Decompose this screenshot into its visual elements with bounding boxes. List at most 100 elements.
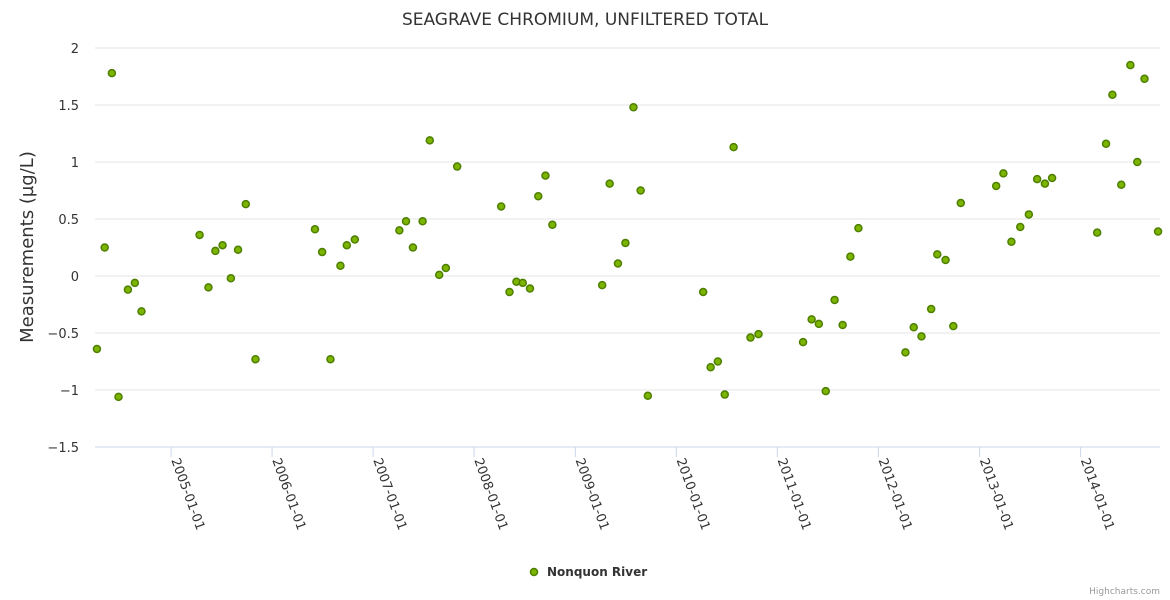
data-point[interactable] <box>1040 179 1050 188</box>
data-point[interactable] <box>754 329 763 339</box>
data-point[interactable] <box>1024 210 1034 219</box>
data-point[interactable] <box>999 169 1008 178</box>
data-point[interactable] <box>636 186 645 195</box>
data-point[interactable] <box>597 280 607 290</box>
data-point[interactable] <box>425 136 435 145</box>
data-point[interactable] <box>621 238 630 248</box>
y-tick-label: 1.5 <box>58 99 79 114</box>
data-point[interactable] <box>933 250 942 259</box>
data-point[interactable] <box>814 319 824 329</box>
data-point[interactable] <box>1047 173 1057 183</box>
data-point[interactable] <box>326 354 335 364</box>
data-point[interactable] <box>901 348 910 357</box>
data-point[interactable] <box>395 226 404 235</box>
data-point[interactable] <box>643 391 653 400</box>
data-point[interactable] <box>1092 228 1102 237</box>
data-point[interactable] <box>956 198 966 208</box>
data-point[interactable] <box>838 320 847 330</box>
data-point[interactable] <box>729 142 738 152</box>
y-axis: 2 1.5 1 0.5 0 −0.5 −1 −1.5 <box>47 42 79 456</box>
data-point[interactable] <box>706 362 715 372</box>
data-point[interactable] <box>505 287 514 297</box>
y-tick-label: 2 <box>71 42 79 57</box>
data-point[interactable] <box>541 171 550 180</box>
data-point[interactable] <box>418 217 427 226</box>
credits-link[interactable]: Highcharts.com <box>1089 587 1160 597</box>
data-point[interactable] <box>518 278 528 288</box>
legend[interactable]: Nonquon River <box>529 565 648 579</box>
data-point[interactable] <box>807 315 816 324</box>
series-nonquon-river[interactable] <box>92 60 1163 402</box>
data-point[interactable] <box>496 202 506 211</box>
data-point[interactable] <box>441 263 451 273</box>
data-point[interactable] <box>941 255 950 265</box>
data-point[interactable] <box>798 337 808 347</box>
data-point[interactable] <box>336 261 345 270</box>
data-point[interactable] <box>1153 227 1163 236</box>
data-point[interactable] <box>846 252 855 261</box>
data-point[interactable] <box>746 333 755 342</box>
grid-lines <box>95 47 1160 391</box>
data-point[interactable] <box>452 162 462 171</box>
data-point[interactable] <box>1108 90 1117 99</box>
data-point[interactable] <box>204 283 213 292</box>
data-point[interactable] <box>613 259 623 268</box>
legend-item-nonquon-river[interactable]: Nonquon River <box>547 565 647 579</box>
data-point[interactable] <box>218 240 227 250</box>
data-point[interactable] <box>720 390 730 399</box>
data-point[interactable] <box>434 270 444 280</box>
legend-marker[interactable] <box>529 567 539 577</box>
data-point[interactable] <box>1016 222 1025 232</box>
data-point[interactable] <box>114 392 123 402</box>
data-point[interactable] <box>317 247 327 257</box>
data-point[interactable] <box>1117 180 1126 190</box>
data-point[interactable] <box>233 245 243 255</box>
data-point[interactable] <box>342 240 352 250</box>
data-point[interactable] <box>92 344 102 354</box>
data-point[interactable] <box>713 357 723 366</box>
data-point[interactable] <box>195 230 204 240</box>
data-point[interactable] <box>991 181 1001 191</box>
data-point[interactable] <box>917 332 926 341</box>
data-point[interactable] <box>1007 237 1016 247</box>
data-point[interactable] <box>605 179 614 188</box>
data-point[interactable] <box>401 217 411 226</box>
data-point[interactable] <box>949 321 958 331</box>
y-tick-label: 0 <box>71 270 79 285</box>
data-point[interactable] <box>1140 74 1149 84</box>
data-point[interactable] <box>310 225 320 234</box>
y-tick-label: 1 <box>71 156 79 171</box>
data-point[interactable] <box>130 278 140 288</box>
data-point[interactable] <box>107 68 117 78</box>
data-point[interactable] <box>408 243 418 252</box>
data-point[interactable] <box>1126 60 1135 70</box>
data-point[interactable] <box>698 287 708 297</box>
data-point[interactable] <box>226 274 236 283</box>
data-point[interactable] <box>251 354 260 364</box>
data-point[interactable] <box>100 243 109 252</box>
data-point[interactable] <box>854 223 863 233</box>
data-point[interactable] <box>548 220 557 229</box>
data-point[interactable] <box>350 235 360 244</box>
y-axis-label: Measurements (µg/L) <box>17 151 38 343</box>
data-point[interactable] <box>525 284 535 293</box>
data-point[interactable] <box>909 323 918 332</box>
data-point[interactable] <box>123 285 133 294</box>
data-point[interactable] <box>926 304 936 314</box>
y-tick-label: −1.5 <box>47 441 79 456</box>
data-point[interactable] <box>137 307 146 316</box>
y-tick-label: −1 <box>60 384 79 399</box>
y-tick-label: 0.5 <box>58 213 79 228</box>
data-point[interactable] <box>1133 157 1142 167</box>
data-point[interactable] <box>1032 174 1042 184</box>
data-point[interactable] <box>241 199 251 209</box>
data-point[interactable] <box>1101 139 1111 149</box>
data-point[interactable] <box>534 191 543 201</box>
data-point[interactable] <box>211 246 220 256</box>
data-point[interactable] <box>830 295 839 305</box>
data-point[interactable] <box>629 103 638 112</box>
data-point[interactable] <box>821 386 831 396</box>
y-tick-label: −0.5 <box>47 327 79 342</box>
